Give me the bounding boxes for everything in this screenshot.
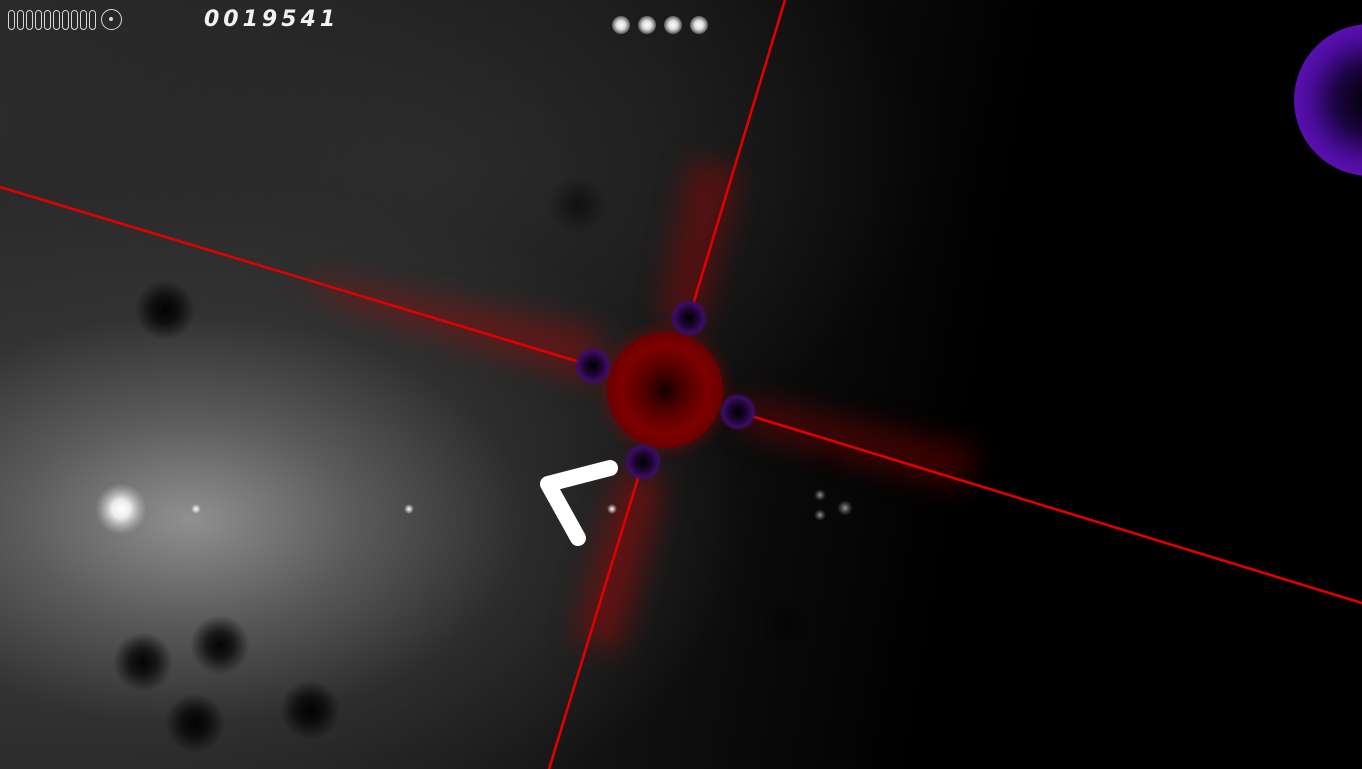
bullet <box>191 504 201 514</box>
laser-node <box>624 443 662 481</box>
laser-beam <box>547 460 645 769</box>
bullet <box>607 504 617 514</box>
bomb-ring-icon <box>101 9 122 30</box>
laser-node <box>719 393 757 431</box>
score-display: 0019541 <box>204 7 340 32</box>
laser-beam <box>687 0 787 320</box>
life-capsule-icon <box>44 9 51 30</box>
glow-orb <box>95 483 147 535</box>
bullet <box>404 504 414 514</box>
void-blobs <box>113 175 854 753</box>
multiplier-indicator <box>612 16 708 34</box>
pickups <box>95 483 853 535</box>
life-capsule-icon <box>17 9 24 30</box>
dim-particle <box>837 500 853 516</box>
life-capsule-icon <box>89 9 96 30</box>
dim-particle <box>814 489 826 501</box>
life-capsule-icon <box>8 9 15 30</box>
life-capsule-icon <box>71 9 78 30</box>
life-capsule-icon <box>62 9 69 30</box>
laser-node <box>574 347 612 385</box>
purple-orb-enemy <box>1294 24 1362 176</box>
hud: 0019541 <box>0 0 1362 40</box>
life-capsule-icon <box>26 9 33 30</box>
life-capsule-icon <box>35 9 42 30</box>
multiplier-dot-icon <box>612 16 630 34</box>
void-blob <box>135 280 195 340</box>
boss-enemy <box>574 299 757 481</box>
void-blob <box>759 599 811 651</box>
dim-particle <box>814 509 826 521</box>
player-ship <box>540 460 618 546</box>
life-capsule-icon <box>53 9 60 30</box>
multiplier-dot-icon <box>664 16 682 34</box>
laser-node <box>670 299 708 337</box>
laser-beam <box>736 410 1362 605</box>
multiplier-dot-icon <box>638 16 656 34</box>
multiplier-dot-icon <box>690 16 708 34</box>
lives-indicator <box>8 9 122 30</box>
void-blob <box>548 175 608 235</box>
void-blob <box>165 693 225 753</box>
void-blob <box>190 615 250 675</box>
laser-haze <box>300 160 980 650</box>
life-capsule-icon <box>80 9 87 30</box>
void-blob <box>280 680 340 740</box>
boss-core <box>607 332 723 448</box>
laser-beam <box>0 185 595 368</box>
void-blob <box>113 632 173 692</box>
